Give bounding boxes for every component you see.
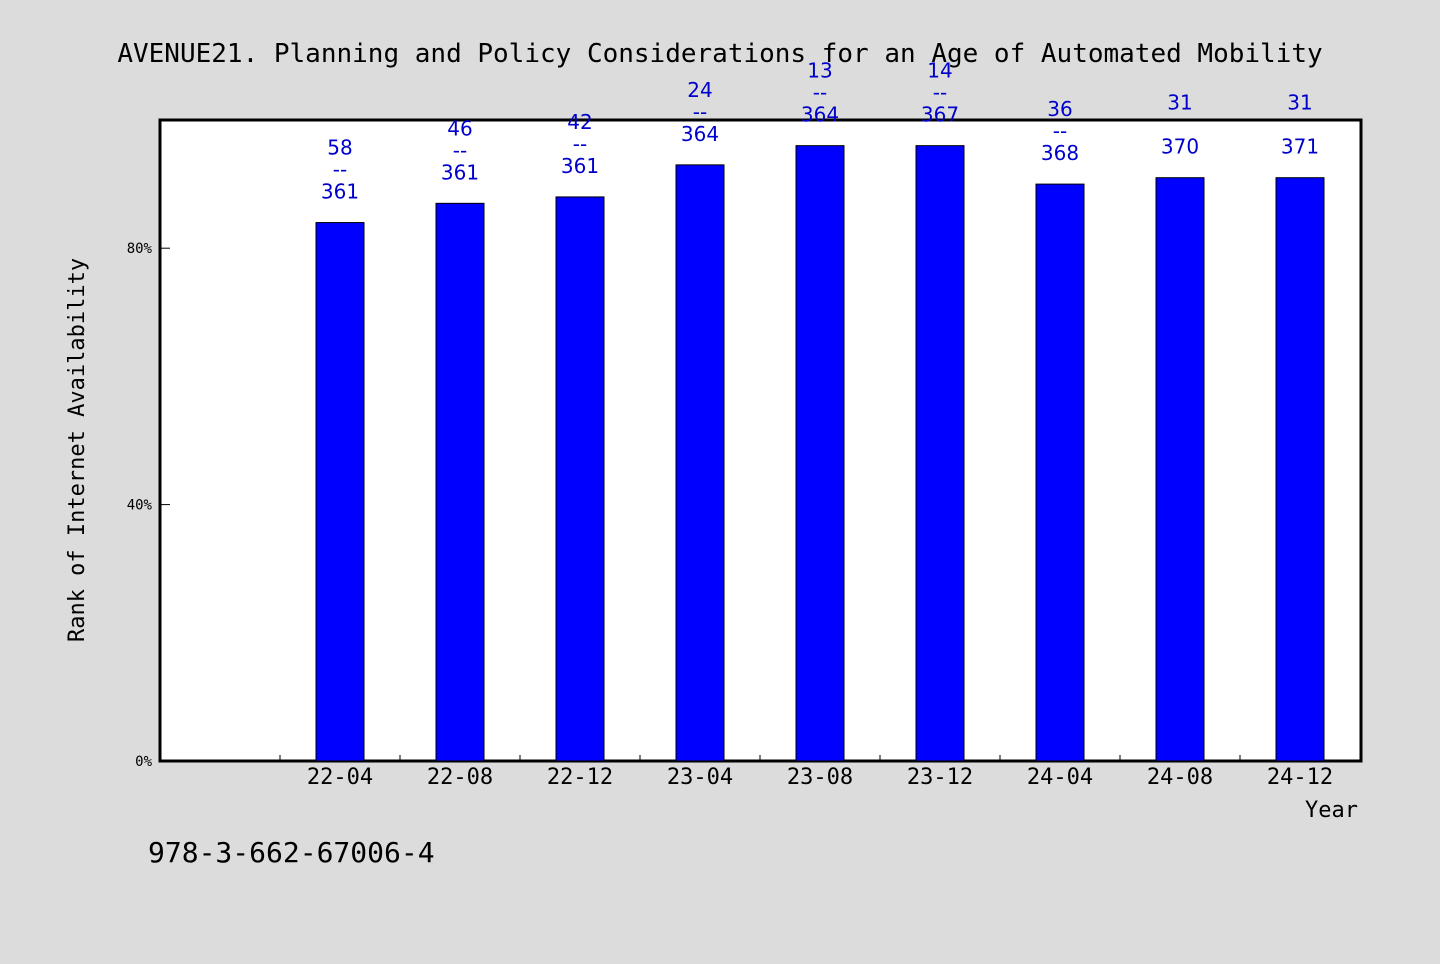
data-label-top: 14 <box>927 59 952 83</box>
x-tick-label: 23-04 <box>667 765 733 790</box>
data-label-top: 24 <box>687 78 712 102</box>
data-label-separator: -- <box>693 100 707 124</box>
chart-title: AVENUE21. Planning and Policy Considerat… <box>117 39 1322 69</box>
x-tick-label: 22-12 <box>547 765 613 790</box>
data-label-bottom: 361 <box>561 154 599 178</box>
data-label-top: 58 <box>327 136 352 160</box>
bar <box>1035 183 1085 762</box>
data-label-bottom: 371 <box>1281 135 1319 159</box>
bar <box>435 202 485 762</box>
data-label-bottom: 364 <box>801 103 839 127</box>
data-label-separator: -- <box>453 138 467 162</box>
bar <box>915 145 965 762</box>
x-axis-label: Year <box>1305 798 1358 823</box>
data-label-separator: -- <box>1053 119 1067 143</box>
data-label-top: 46 <box>447 116 472 140</box>
data-label-top: 36 <box>1047 97 1072 121</box>
isbn-footer: 978-3-662-67006-4 <box>148 836 435 869</box>
data-label-separator: -- <box>573 132 587 156</box>
bar <box>555 196 605 762</box>
bar <box>1155 177 1205 762</box>
y-axis-label: Rank of Internet Availability <box>65 258 90 642</box>
data-label-bottom: 370 <box>1161 135 1199 159</box>
data-label-top: 42 <box>567 110 592 134</box>
bar <box>795 145 845 762</box>
data-label-separator: -- <box>933 81 947 105</box>
x-tick-label: 24-12 <box>1267 765 1333 790</box>
data-label-bottom: 361 <box>441 160 479 184</box>
x-tick-label: 24-08 <box>1147 765 1213 790</box>
y-tick-label: 40% <box>127 498 153 514</box>
bar <box>315 222 365 762</box>
x-tick-label: 24-04 <box>1027 765 1093 790</box>
bar <box>1275 177 1325 762</box>
data-label-separator: -- <box>813 81 827 105</box>
data-label-bottom: 368 <box>1041 141 1079 165</box>
data-label-separator: -- <box>333 158 347 182</box>
y-axis: 0% 40% 80% <box>127 241 170 770</box>
y-tick-label: 80% <box>127 241 153 257</box>
data-label-bottom: 364 <box>681 122 719 146</box>
x-axis: 22-04 22-08 22-12 23-04 23-08 23-12 24-04 24-08… <box>279 755 1361 790</box>
data-label-top: 31 <box>1287 91 1312 115</box>
x-tick-label: 23-08 <box>787 765 853 790</box>
data-label-top: 31 <box>1167 91 1192 115</box>
x-tick-label: 22-04 <box>307 765 373 790</box>
y-tick-label: 0% <box>135 754 152 770</box>
bar <box>675 164 725 762</box>
x-tick-label: 23-12 <box>907 765 973 790</box>
data-label-bottom: 367 <box>921 103 959 127</box>
data-label-top: 13 <box>807 59 832 83</box>
x-tick-label: 22-08 <box>427 765 493 790</box>
bars-group <box>315 145 1325 762</box>
data-label-bottom: 361 <box>321 180 359 204</box>
